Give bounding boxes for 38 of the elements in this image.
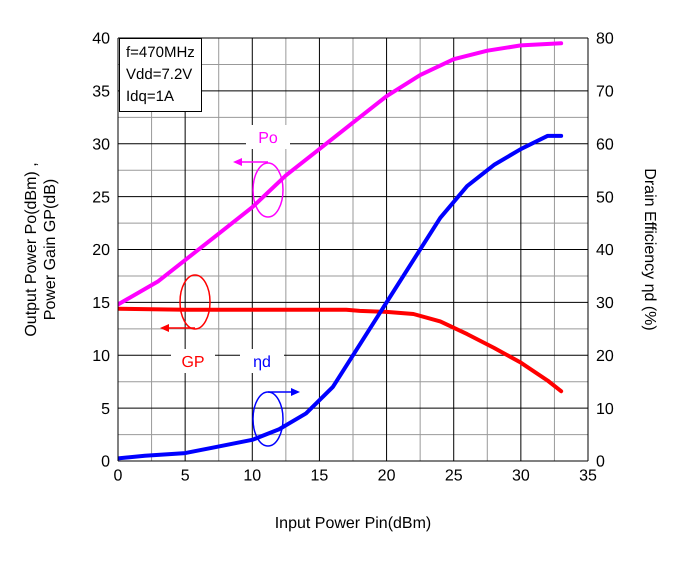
y2-tick-label: 10	[596, 400, 614, 418]
y2-tick-label: 60	[596, 136, 614, 154]
y2-tick-label: 20	[596, 348, 614, 365]
y2-tick-label: 70	[596, 84, 614, 101]
x-tick-label: 25	[444, 467, 463, 484]
y-tick-label: 0	[101, 454, 110, 471]
x-tick-label: 5	[180, 467, 190, 484]
x-tick-label: 10	[243, 467, 262, 484]
y-tick-label: 35	[92, 84, 110, 101]
line-series	[118, 306, 564, 394]
y2-axis-title: Drain Efficiency ηd (%)	[641, 168, 658, 331]
annotation: f=470MHz	[126, 43, 195, 63]
y-tick-label: 5	[101, 400, 110, 418]
y2-tick-label: 0	[596, 454, 605, 471]
line-series	[118, 41, 564, 306]
series-label: Po	[258, 130, 278, 147]
x-tick-label: 30	[512, 467, 530, 484]
y-tick-label: 15	[92, 295, 110, 312]
text: GP	[181, 354, 205, 371]
y-tick-label: 20	[92, 242, 110, 260]
x-tick-label: 35	[579, 467, 597, 484]
annotation: Idq=1A	[126, 87, 175, 107]
y-axis-title: Output Power Po(dBm) , Power Gain GP(dB)	[23, 162, 59, 337]
y-tick-label: 40	[92, 30, 110, 48]
y2-tick-label: 50	[596, 189, 614, 206]
x-tick-label: 20	[378, 467, 396, 484]
y2-tick-label: 80	[596, 30, 614, 48]
y-tick-label: 25	[92, 189, 110, 206]
annotation: Vdd=7.2V	[126, 65, 194, 85]
text: ηd	[253, 354, 271, 371]
x-tick-label: 15	[310, 467, 328, 484]
y-tick-label: 10	[92, 348, 110, 365]
y2-tick-label: 40	[596, 242, 614, 260]
line-series	[118, 134, 564, 460]
y-tick-label: 30	[92, 136, 110, 154]
x-axis-title: Input Power Pin(dBm)	[274, 515, 432, 532]
x-tick-label: 0	[114, 467, 123, 484]
y2-tick-label: 30	[596, 295, 614, 312]
